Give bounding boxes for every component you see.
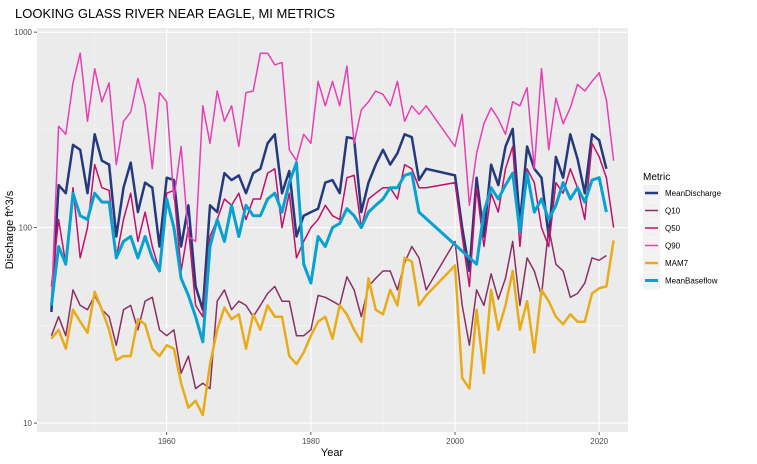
legend: Metric MeanDischarge Q10 Q50 Q90 MAM7 MeanBas…: [643, 172, 722, 290]
legend-label: MeanDischarge: [665, 189, 722, 198]
legend-label: MeanBaseflow: [665, 277, 718, 286]
series-layer: [49, 52, 615, 417]
series-line-q90: [50, 52, 615, 306]
series-line-mam7: [50, 240, 615, 417]
chart-title: LOOKING GLASS RIVER NEAR EAGLE, MI METRI…: [15, 6, 335, 21]
series-line-meandischarge: [50, 127, 608, 313]
x-tick-label: 2000: [446, 437, 464, 446]
legend-title: Metric: [643, 172, 670, 183]
y-tick-label: 1000: [14, 28, 32, 37]
y-axis-title: Discharge ft^3/s: [4, 190, 16, 269]
x-tick-label: 1960: [158, 437, 176, 446]
x-tick-label: 1980: [302, 437, 320, 446]
legend-label: MAM7: [665, 259, 689, 268]
series-line-meanbaseflow: [49, 161, 608, 344]
axes: 1960 1980 2000 2020 10 100 1000: [14, 28, 608, 446]
y-tick-label: 10: [23, 419, 32, 428]
legend-label: Q50: [665, 224, 681, 233]
x-tick-label: 2020: [590, 437, 608, 446]
y-tick-label: 100: [19, 224, 33, 233]
x-axis-title: Year: [321, 447, 344, 459]
legend-label: Q90: [665, 242, 681, 251]
legend-label: Q10: [665, 207, 681, 216]
